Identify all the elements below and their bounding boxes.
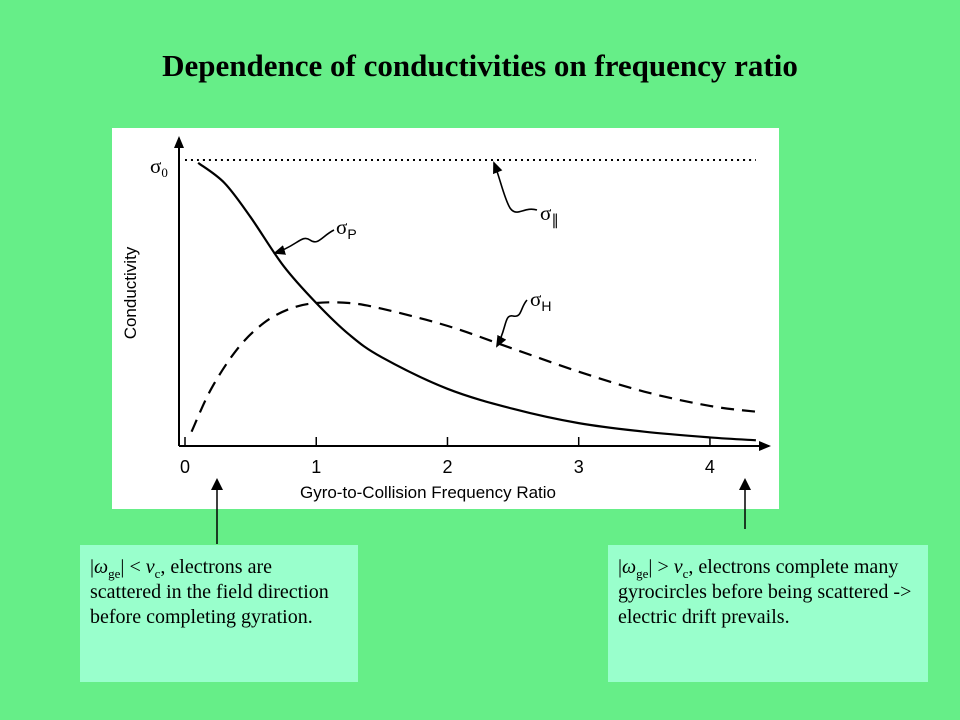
caption-right-body: , electrons complete many gyrocircles be… [618, 556, 912, 628]
y-tick-label-sigma0: σ0 [150, 154, 168, 180]
slide-title: Dependence of conductivities on frequenc… [162, 48, 798, 83]
series-line-sigma-p [197, 161, 756, 442]
caption-left: |ωge| < νc, electrons are scattered in t… [80, 545, 358, 682]
relation-less-than: < [124, 556, 146, 578]
x-axis-label: Gyro-to-Collision Frequency Ratio [300, 483, 556, 502]
annotation-label-parallel: σ∥ [540, 201, 559, 229]
y-tick-sigma0: σ0 [150, 154, 168, 180]
x-tick-label-2: 2 [442, 457, 452, 477]
caption-right-text: |ωge| > νc, electrons complete many gyro… [618, 556, 912, 628]
nu-subscript: c [154, 566, 161, 581]
nu-symbol: ν [145, 556, 155, 578]
annotation-sigma-p: σP [273, 215, 357, 255]
annotation-arrow-parallel [493, 161, 538, 213]
nu-subscript: c [682, 566, 689, 581]
caption-left-text: |ωge| < νc, electrons are scattered in t… [90, 556, 329, 628]
omega-symbol: ω [94, 556, 109, 578]
chart-panel: 0 1 2 3 4 Conductivity Gyro-to-Collision Fre… [112, 128, 779, 509]
right-pointer-arrow [739, 478, 751, 529]
conductivity-chart: 0 1 2 3 4 Conductivity Gyro-to-Collision Fre… [121, 136, 771, 502]
annotation-arrow-h [496, 299, 528, 348]
x-tick-label-4: 4 [705, 457, 715, 477]
caption-left-body: , electrons are scattered in the field d… [90, 556, 329, 628]
annotation-label-p: σP [336, 215, 357, 242]
omega-subscript: ge [636, 566, 649, 581]
x-tick-label-3: 3 [574, 457, 584, 477]
omega-subscript: ge [108, 566, 121, 581]
annotation-arrow-p [273, 229, 335, 255]
nu-symbol: ν [673, 556, 683, 578]
annotation-label-h: σH [530, 287, 551, 314]
series-line-sigma-h [190, 301, 757, 433]
relation-greater-than: > [652, 556, 674, 578]
annotation-sigma-parallel: σ∥ [493, 161, 559, 229]
left-pointer-arrow [211, 478, 223, 544]
x-tick-label-1: 1 [311, 457, 321, 477]
caption-right: |ωge| > νc, electrons complete many gyro… [608, 545, 928, 682]
x-tick-label-0: 0 [180, 457, 190, 477]
y-axis-label: Conductivity [121, 246, 140, 339]
omega-symbol: ω [622, 556, 637, 578]
annotation-sigma-h: σH [496, 287, 551, 348]
